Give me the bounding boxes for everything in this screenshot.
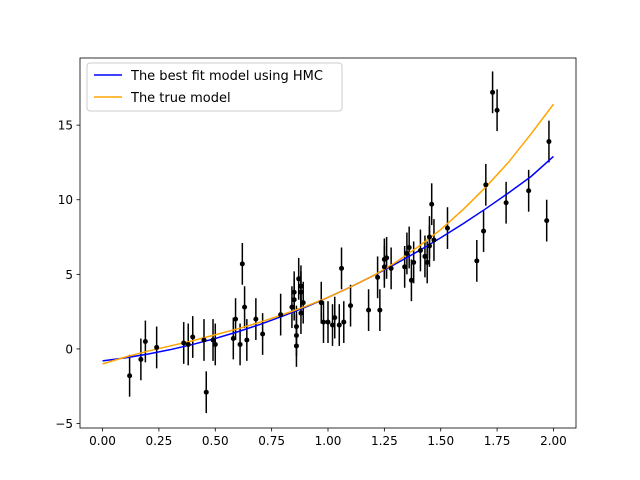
data-point [377,307,383,313]
x-tick-label: 0.00 [89,434,116,448]
y-tick-label: 5 [65,268,73,282]
x-tick-label: 1.25 [371,434,398,448]
data-point [544,218,550,224]
data-point [339,265,345,271]
data-point [230,335,236,341]
data-point [406,244,412,250]
data-point [366,307,372,313]
data-point [422,253,428,259]
true-model-line [102,103,555,365]
data-point [289,304,295,310]
data-point [408,277,414,283]
data-point [201,337,207,343]
data-point [411,259,417,265]
data-point [348,303,354,309]
data-point [154,344,160,350]
data-point [424,259,430,265]
data-point [431,237,437,243]
data-point [185,341,191,347]
data-point [341,319,347,325]
data-point [296,276,302,282]
data-point [278,312,284,318]
data-point [293,333,299,338]
data-point [404,250,410,256]
x-tick-label: 2.00 [540,434,567,448]
y-axis: −5 0 5 10 15 [55,119,80,431]
data-point [212,341,218,347]
model-lines [102,103,555,365]
y-tick-label: 15 [58,119,73,133]
data-point [237,341,243,347]
data-point [474,258,480,264]
data-point [291,289,297,295]
data-point [242,304,248,310]
data-point [336,322,342,328]
data-point [260,331,266,337]
y-tick-label: 10 [58,193,73,207]
data-point [332,315,338,321]
data-point [138,356,144,362]
data-point [233,316,239,322]
data-points [127,89,552,395]
legend-box [86,62,343,112]
y-tick-label: 0 [65,342,73,356]
data-point [388,265,394,271]
data-point [300,300,306,306]
legend-label-true-model: The true model [130,91,231,106]
data-point [320,319,326,325]
data-point [526,188,532,194]
data-point [375,274,381,280]
data-point [298,310,304,316]
data-point [190,334,196,340]
data-point [384,255,390,261]
x-tick-label: 0.75 [258,434,285,448]
data-point [490,89,496,95]
data-point [429,201,435,207]
data-point [325,319,331,325]
data-point [426,234,432,240]
data-point [127,373,133,379]
data-point [253,316,259,322]
data-point [298,289,304,295]
data-point [503,200,509,206]
x-tick-label: 1.75 [484,434,511,448]
data-point [203,389,209,395]
data-point [293,343,299,349]
data-point [417,247,423,253]
data-point [444,225,450,231]
data-point [298,283,304,289]
legend-label-best-fit: The best fit model using HMC [130,69,323,84]
data-point [239,261,245,267]
data-point [481,228,487,234]
data-point [318,300,324,306]
data-point [546,139,552,145]
data-point [142,338,148,344]
data-point [402,264,408,270]
data-point [244,337,250,343]
x-tick-label: 1.00 [315,434,342,448]
x-tick-label: 1.50 [427,434,454,448]
data-point [210,337,216,343]
legend: The best fit model using HMC The true mo… [86,62,343,112]
y-tick-label: −5 [55,417,73,431]
data-point [483,182,489,188]
data-point [381,264,387,270]
x-tick-label: 0.25 [146,434,173,448]
x-tick-label: 0.50 [202,434,229,448]
data-point [426,243,432,249]
data-point [291,297,297,303]
x-axis: 0.00 0.25 0.50 0.75 1.00 1.25 1.50 1.75 2.00 [89,428,567,448]
data-point [181,340,187,346]
data-point [494,107,500,113]
data-point [293,324,299,330]
data-point [330,322,336,328]
